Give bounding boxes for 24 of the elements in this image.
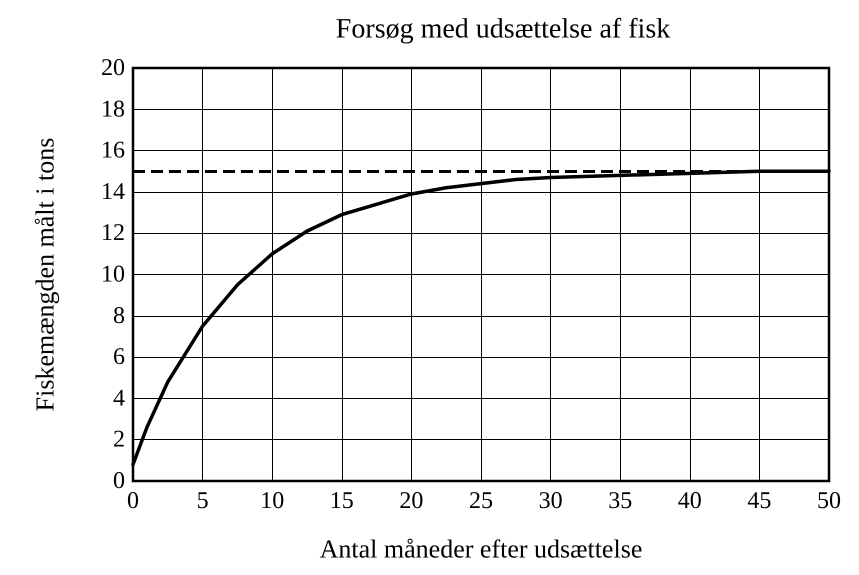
x-tick-label: 35 bbox=[608, 488, 632, 514]
y-tick-label: 20 bbox=[101, 55, 125, 81]
y-tick-label: 14 bbox=[101, 178, 125, 205]
y-tick-label: 4 bbox=[113, 385, 125, 412]
x-tick-label: 20 bbox=[399, 488, 424, 514]
y-tick-label: 0 bbox=[113, 468, 125, 494]
y-tick-label: 6 bbox=[113, 344, 125, 370]
y-tick-label: 10 bbox=[101, 262, 125, 288]
x-tick-label: 40 bbox=[678, 488, 702, 514]
x-axis-title: Antal måneder efter udsættelse bbox=[320, 534, 642, 564]
y-tick-label: 16 bbox=[101, 138, 125, 164]
x-tick-label: 25 bbox=[469, 488, 493, 514]
x-tick-label: 45 bbox=[747, 488, 772, 514]
x-tick-label: 50 bbox=[817, 488, 841, 514]
y-axis-title: Fiskemængden målt i tons bbox=[30, 138, 60, 412]
y-tick-label: 12 bbox=[101, 220, 125, 246]
y-tick-label: 2 bbox=[113, 426, 125, 453]
x-tick-label: 5 bbox=[196, 488, 209, 514]
x-tick-label: 15 bbox=[330, 488, 354, 514]
x-tick-label: 10 bbox=[260, 488, 284, 514]
x-tick-label: 30 bbox=[538, 488, 563, 514]
chart-title: Forsøg med udsættelse af fisk bbox=[336, 14, 670, 44]
y-tick-label: 18 bbox=[101, 96, 125, 122]
y-tick-label: 8 bbox=[113, 302, 125, 329]
